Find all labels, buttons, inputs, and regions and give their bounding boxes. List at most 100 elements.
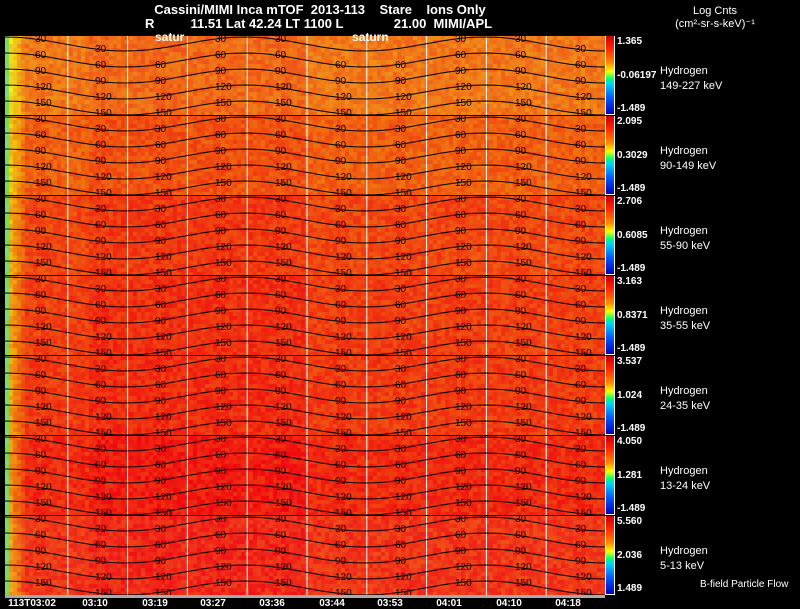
contour-line-60 [4, 532, 606, 548]
contour-label: 60 [335, 460, 347, 471]
contour-label: 120 [95, 492, 112, 503]
contour-label: 60 [575, 60, 587, 71]
contour-label: 120 [395, 572, 412, 583]
contour-label: 30 [215, 194, 227, 205]
saturn-label: satur [155, 30, 185, 44]
contour-label: 150 [275, 498, 292, 509]
contour-overlay: 30 30 30 30 30 30 30 30 30 30 60 60 60 60 60 60 60 60 60 60… [4, 274, 606, 359]
contour-label: 60 [155, 140, 167, 151]
contour-line-120 [4, 564, 606, 580]
contour-label: 60 [95, 220, 107, 231]
colorbar [605, 196, 615, 275]
contour-label: 30 [395, 524, 407, 535]
contour-label: 30 [35, 274, 47, 285]
contour-label: 120 [395, 252, 412, 263]
contour-label: 60 [275, 210, 287, 221]
energy-range-label: 13-24 keV [660, 480, 711, 492]
contour-label: 60 [335, 140, 347, 151]
contour-label: 90 [215, 306, 227, 317]
contour-label: 120 [575, 492, 592, 503]
colorbar-cmax: 1.365 [617, 36, 643, 47]
contour-label: 150 [335, 348, 352, 359]
contour-label: 60 [215, 450, 227, 461]
contour-label: 90 [455, 306, 467, 317]
contour-label: 150 [455, 498, 472, 509]
orbit-info: R 11.51 Lat 42.24 LT 1100 L 21.00 MIMI/A… [145, 16, 493, 31]
contour-label: 150 [395, 108, 412, 119]
contour-label: 90 [335, 476, 347, 487]
contour-label: 30 [155, 124, 167, 135]
contour-label: 150 [335, 428, 352, 439]
contour-line-90 [4, 228, 606, 244]
contour-label: 30 [215, 114, 227, 125]
x-tick-label: 03:53 [377, 598, 403, 609]
contour-label: 60 [215, 210, 227, 221]
spectrogram-panel: 30 30 30 30 30 30 30 30 30 30 60 60 60 60 60 60 60 60 60 60… [4, 274, 606, 359]
contour-line-120 [4, 404, 606, 420]
contour-label: 90 [455, 466, 467, 477]
contour-label: 90 [515, 226, 527, 237]
contour-line-150 [4, 500, 606, 516]
contour-line-30 [4, 276, 606, 292]
contour-label: 60 [575, 540, 587, 551]
energy-range-label: 55-90 keV [660, 240, 711, 252]
x-tick-label: 113T03:02 [8, 598, 56, 609]
colorbar-cmax: 4.050 [617, 436, 643, 447]
contour-label: 120 [575, 252, 592, 263]
contour-label: 90 [275, 66, 287, 77]
contour-label: 90 [395, 476, 407, 487]
contour-label: 90 [35, 226, 47, 237]
contour-label: 90 [155, 76, 167, 87]
contour-label: 150 [275, 258, 292, 269]
contour-line-30 [4, 36, 606, 52]
contour-label: 90 [515, 306, 527, 317]
colorbar-cmax: 2.706 [617, 196, 643, 207]
contour-label: 90 [275, 226, 287, 237]
contour-label: 30 [455, 114, 467, 125]
contour-label: 30 [95, 524, 107, 535]
contour-label: 30 [455, 194, 467, 205]
contour-label: 90 [335, 396, 347, 407]
contour-label: 120 [155, 332, 172, 343]
contour-label: 60 [95, 540, 107, 551]
contour-label: 150 [215, 258, 232, 269]
contour-line-150 [4, 420, 606, 436]
colorbar-cmid: 0.6085 [617, 230, 648, 241]
contour-label: 150 [155, 348, 172, 359]
contour-label: 150 [95, 508, 112, 519]
contour-line-90 [4, 308, 606, 324]
contour-label: 90 [575, 476, 587, 487]
contour-label: 150 [335, 588, 352, 599]
contour-label: 60 [455, 50, 467, 61]
contour-label: 30 [215, 354, 227, 365]
energy-range-label: 35-55 keV [660, 320, 711, 332]
contour-label: 30 [335, 524, 347, 535]
contour-label: 120 [395, 412, 412, 423]
contour-label: 30 [335, 284, 347, 295]
contour-label: 120 [215, 402, 232, 413]
panel-label: Hydrogen 24-35 keV [660, 384, 710, 414]
contour-label: 90 [215, 386, 227, 397]
contour-label: 150 [95, 428, 112, 439]
contour-label: 60 [395, 540, 407, 551]
contour-label: 60 [455, 210, 467, 221]
contour-label: 30 [35, 514, 47, 525]
contour-label: 90 [515, 466, 527, 477]
contour-label: 150 [35, 418, 52, 429]
contour-label: 30 [155, 524, 167, 535]
contour-label: 60 [35, 290, 47, 301]
x-tick-label: 04:10 [496, 598, 522, 609]
contour-label: 30 [515, 434, 527, 445]
species-label: Hydrogen [660, 305, 708, 317]
spectrogram-panel: 30 30 30 30 30 30 30 30 30 30 60 60 60 60 60 60 60 60 60 60… [4, 514, 606, 599]
contour-label: 30 [275, 34, 287, 45]
contour-label: 60 [155, 60, 167, 71]
colorbar-cmax: 2.095 [617, 116, 643, 127]
contour-label: 30 [95, 284, 107, 295]
contour-label: 60 [395, 380, 407, 391]
contour-label: 120 [515, 162, 532, 173]
contour-overlay: 30 30 30 30 30 30 30 30 30 30 60 60 60 60 60 60 60 60 60 60… [4, 434, 606, 519]
contour-label: 120 [275, 242, 292, 253]
contour-label: 90 [335, 76, 347, 87]
contour-label: 120 [215, 322, 232, 333]
